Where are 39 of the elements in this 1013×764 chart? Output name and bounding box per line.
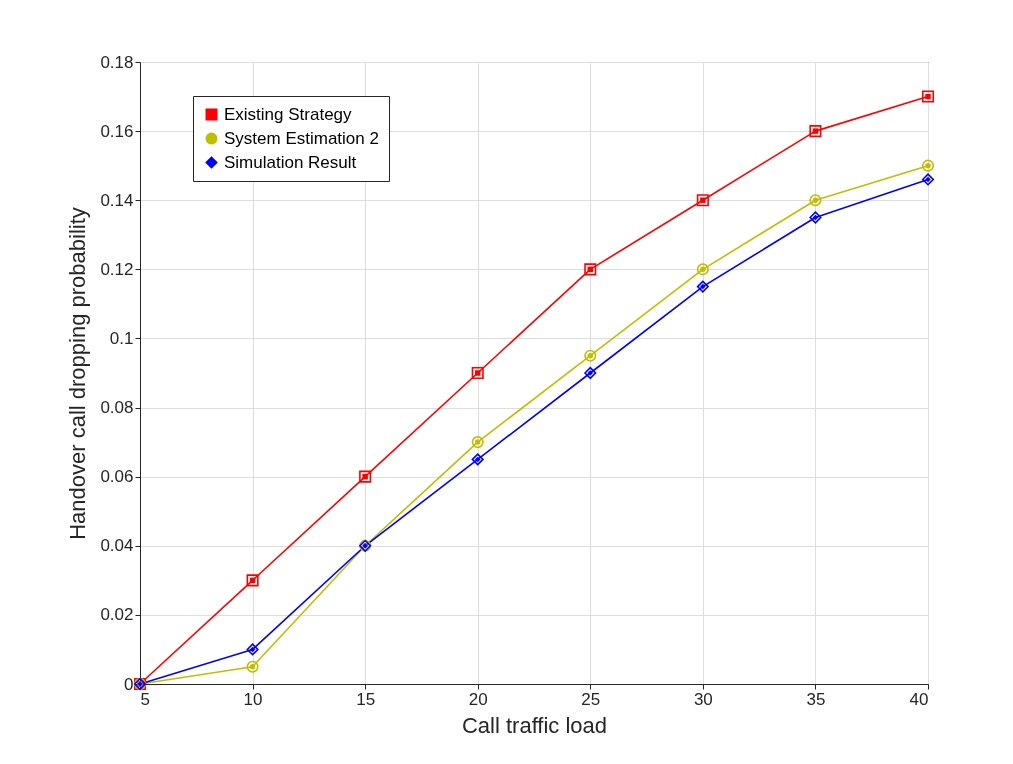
y-tick-label: 0 — [124, 674, 134, 694]
y-tick-label: 0.02 — [100, 605, 134, 625]
point — [584, 366, 597, 380]
point — [921, 90, 935, 103]
point — [809, 125, 822, 138]
point — [696, 280, 709, 293]
x-tick-label: 10 — [243, 689, 263, 709]
y-axis-title: Handover call dropping probability — [65, 207, 91, 540]
point — [696, 194, 709, 207]
point — [471, 436, 484, 449]
point — [471, 453, 484, 466]
legend-label: System Estimation 2 — [224, 128, 379, 148]
y-tick-label: 0.16 — [100, 121, 134, 141]
x-tick-label: 5 — [140, 689, 150, 709]
x-tick-label: 40 — [909, 689, 929, 709]
x-tick-label: 30 — [693, 689, 713, 709]
y-tick-label: 0.14 — [100, 190, 134, 210]
x-tick-label: 35 — [806, 689, 826, 709]
point — [584, 263, 597, 276]
point — [921, 173, 935, 186]
point — [809, 194, 822, 207]
legend-label: Existing Strategy — [224, 104, 353, 124]
y-tick-label: 0.18 — [100, 52, 134, 72]
y-tick-label: 0.06 — [100, 467, 134, 487]
x-tick-label: 20 — [468, 689, 488, 709]
point — [471, 366, 484, 380]
point — [584, 349, 597, 362]
legend-label: Simulation Result — [224, 152, 357, 172]
y-tick-label: 0.1 — [109, 328, 134, 348]
y-tick-label: 0.04 — [100, 536, 134, 556]
x-axis-title: Call traffic load — [461, 712, 608, 738]
point — [359, 470, 372, 483]
y-tick-label: 0.12 — [100, 259, 134, 279]
x-tick-label: 25 — [581, 689, 601, 709]
point — [246, 660, 259, 673]
point — [921, 159, 935, 172]
x-tick-label: 15 — [356, 689, 376, 709]
point — [696, 263, 709, 276]
y-tick-label: 0.08 — [100, 398, 134, 418]
